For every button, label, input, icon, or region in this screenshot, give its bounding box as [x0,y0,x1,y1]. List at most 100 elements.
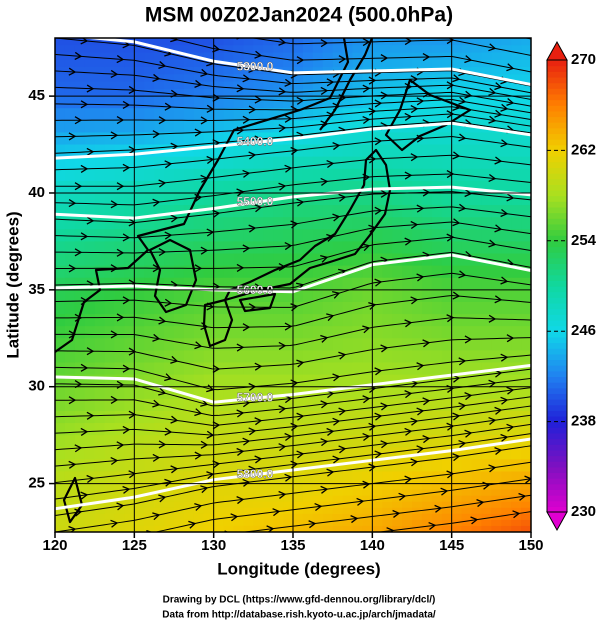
field-cell [293,314,304,327]
field-cell [342,253,354,267]
coastline [148,238,198,314]
stream-arrow [164,373,173,382]
field-cell [402,350,413,364]
field-cell [362,435,373,448]
colorbar-swatch [547,449,567,457]
field-cell [283,314,294,327]
field-cell [491,81,502,90]
field-cell [283,435,294,448]
field-cell [362,74,373,83]
chart-title: MSM 00Z02Jan2024 (500.0hPa) [145,4,453,27]
field-cell [84,38,96,46]
field-cell [312,132,324,146]
field-cell [55,253,66,267]
field-cell [193,144,205,158]
field-cell [441,338,453,351]
field-cell [392,277,403,291]
stream-arrow [332,373,341,382]
stream-arrow [158,61,167,70]
field-cell [451,507,463,515]
field-cell [84,45,96,54]
field-cell [263,108,274,121]
field-cell [451,459,463,473]
field-cell [94,205,106,218]
field-cell [412,410,423,424]
stream-arrow [170,465,179,474]
field-cell [243,423,254,436]
field-cell [402,507,413,515]
field-cell [421,410,433,424]
field-cell [84,241,96,255]
field-cell [193,180,205,194]
stream-arrow [158,116,167,125]
stream-arrow [242,244,251,253]
coastline [238,292,277,313]
field-cell [154,108,165,121]
colorbar-swatch [547,110,567,118]
stream-arrow [176,556,183,564]
field-cell [481,67,492,75]
field-cell [144,301,155,315]
field-cell [223,108,235,121]
field-cell [342,398,354,412]
field-cell [74,156,86,170]
field-cell [183,471,195,485]
field-cell [392,265,403,279]
field-cell [521,350,531,364]
field-cell [104,265,116,279]
field-cell [481,489,492,497]
field-cell [144,88,155,97]
field-cell [144,180,155,194]
field-cell [183,265,195,279]
colorbar-swatch [547,286,567,293]
field-cell [501,471,512,485]
field-cell [521,507,531,515]
field-cell [94,289,106,303]
field-cell [84,265,96,279]
field-cell [451,96,463,109]
stream-arrow [500,103,509,112]
field-cell [293,168,304,182]
field-cell [233,483,245,491]
field-cell [511,120,522,134]
field-cell [421,156,433,170]
field-cell [263,229,274,243]
field-cell [302,81,314,90]
field-cell [55,217,66,230]
stream-arrow [236,188,245,197]
field-cell [352,447,364,460]
field-cell [203,459,215,473]
field-cell [521,180,531,194]
field-cell [193,386,205,400]
field-cell [114,265,126,279]
stream-arrow [506,334,515,343]
field-cell [154,156,165,170]
stream-arrow [236,447,245,456]
field-cell [481,241,492,255]
field-cell [283,489,294,497]
field-cell [144,132,155,146]
streamline [376,511,531,532]
field-cell [144,338,155,351]
field-cell [263,326,274,339]
colorbar-swatch [547,206,567,214]
field-cell [521,241,531,255]
stream-arrow [410,296,419,305]
field-cell [134,525,145,532]
field-cell [124,168,135,182]
field-cell [183,156,195,170]
field-cell [342,338,354,351]
field-cell [431,501,443,509]
y-tick-label: 45 [28,87,45,104]
field-cell [392,192,403,206]
field-cell [342,314,354,327]
field-cell [421,38,433,46]
field-cell [312,120,324,134]
field-cell [223,96,235,109]
colorbar-swatch [547,127,567,135]
field-cell [94,180,106,194]
field-cell [461,513,473,521]
field-cell [491,314,502,327]
field-cell [481,326,492,339]
field-cell [213,265,225,279]
